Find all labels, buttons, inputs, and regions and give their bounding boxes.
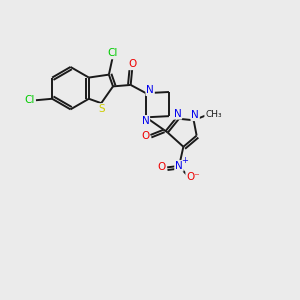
Text: O: O — [128, 59, 136, 69]
Text: N: N — [191, 110, 199, 120]
Text: N: N — [174, 109, 182, 119]
Text: N: N — [146, 85, 154, 95]
Text: S: S — [98, 104, 104, 114]
Text: Cl: Cl — [107, 48, 118, 59]
Text: +: + — [181, 156, 188, 165]
Text: N: N — [142, 116, 149, 126]
Text: O: O — [141, 131, 149, 142]
Text: Cl: Cl — [24, 95, 35, 105]
Text: O: O — [158, 162, 166, 172]
Text: N: N — [175, 161, 183, 171]
Text: CH₃: CH₃ — [205, 110, 222, 118]
Text: O⁻: O⁻ — [186, 172, 200, 182]
